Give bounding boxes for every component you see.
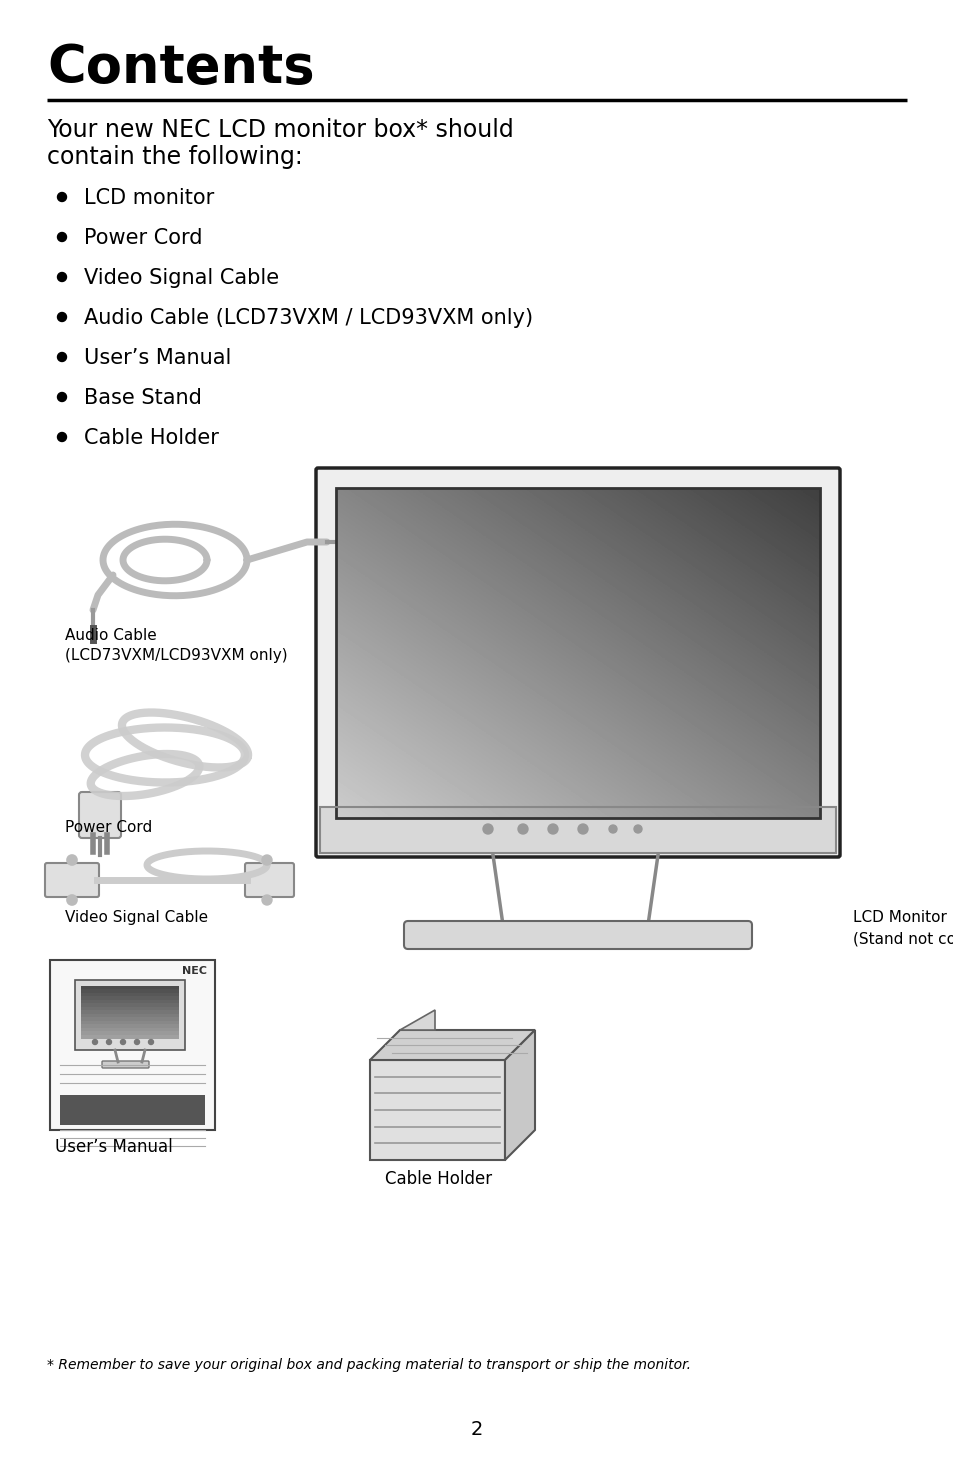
Bar <box>81 1007 179 1012</box>
Circle shape <box>120 1040 126 1044</box>
Polygon shape <box>370 1030 535 1061</box>
Text: Power Cord: Power Cord <box>84 229 202 248</box>
Circle shape <box>107 1040 112 1044</box>
FancyBboxPatch shape <box>403 920 751 948</box>
Circle shape <box>634 825 641 833</box>
Text: User’s Manual: User’s Manual <box>55 1139 172 1156</box>
Circle shape <box>92 1040 97 1044</box>
Text: Power Cord: Power Cord <box>65 820 152 835</box>
Text: Audio Cable
(LCD73VXM/LCD93VXM only): Audio Cable (LCD73VXM/LCD93VXM only) <box>65 628 287 662</box>
Bar <box>81 1021 179 1025</box>
Polygon shape <box>399 1010 435 1030</box>
Text: NEC: NEC <box>182 966 207 976</box>
Bar <box>81 1000 179 1004</box>
Bar <box>81 1018 179 1022</box>
Text: * Remember to save your original box and packing material to transport or ship t: * Remember to save your original box and… <box>47 1358 690 1372</box>
Circle shape <box>67 855 77 864</box>
FancyBboxPatch shape <box>45 863 99 897</box>
Text: Your new NEC LCD monitor box* should: Your new NEC LCD monitor box* should <box>47 118 514 142</box>
Text: Base Stand: Base Stand <box>84 388 202 409</box>
Bar <box>81 1003 179 1007</box>
Circle shape <box>547 825 558 833</box>
Circle shape <box>67 895 77 906</box>
Polygon shape <box>504 1030 535 1159</box>
Circle shape <box>57 233 67 242</box>
FancyBboxPatch shape <box>315 468 840 857</box>
Circle shape <box>262 855 272 864</box>
FancyBboxPatch shape <box>79 792 121 838</box>
Bar <box>81 1013 179 1018</box>
Circle shape <box>57 392 67 401</box>
Circle shape <box>517 825 527 833</box>
Circle shape <box>608 825 617 833</box>
Bar <box>75 979 185 1050</box>
Text: Audio Cable (LCD73VXM / LCD93VXM only): Audio Cable (LCD73VXM / LCD93VXM only) <box>84 308 533 327</box>
Text: 2: 2 <box>471 1420 482 1440</box>
Bar <box>81 1031 179 1035</box>
Text: LCD Monitor
(Stand not connected): LCD Monitor (Stand not connected) <box>852 910 953 945</box>
Text: User’s Manual: User’s Manual <box>84 348 232 367</box>
Circle shape <box>578 825 587 833</box>
Text: LCD monitor: LCD monitor <box>84 187 214 208</box>
Circle shape <box>57 193 67 202</box>
Bar <box>81 997 179 1002</box>
FancyBboxPatch shape <box>245 863 294 897</box>
Circle shape <box>57 432 67 441</box>
Bar <box>50 960 214 1130</box>
Circle shape <box>57 313 67 322</box>
Circle shape <box>57 273 67 282</box>
Bar <box>319 807 835 853</box>
Bar <box>81 990 179 994</box>
Text: Video Signal Cable: Video Signal Cable <box>65 910 208 925</box>
FancyBboxPatch shape <box>102 1061 149 1068</box>
Text: Cable Holder: Cable Holder <box>385 1170 492 1187</box>
Bar <box>81 1010 179 1015</box>
Circle shape <box>134 1040 139 1044</box>
Text: Contents: Contents <box>47 41 314 94</box>
Bar <box>81 1028 179 1032</box>
Circle shape <box>262 895 272 906</box>
Bar <box>335 488 820 819</box>
Polygon shape <box>370 1061 504 1159</box>
Text: Video Signal Cable: Video Signal Cable <box>84 268 279 288</box>
Circle shape <box>482 825 493 833</box>
Bar <box>81 1034 179 1038</box>
Bar <box>319 807 835 853</box>
Text: Cable Holder: Cable Holder <box>84 428 218 448</box>
Text: contain the following:: contain the following: <box>47 145 302 170</box>
Bar <box>81 985 179 1038</box>
Circle shape <box>57 353 67 361</box>
Bar <box>81 993 179 997</box>
Bar <box>81 1024 179 1028</box>
Bar <box>81 985 179 991</box>
Circle shape <box>149 1040 153 1044</box>
Bar <box>60 1094 205 1125</box>
